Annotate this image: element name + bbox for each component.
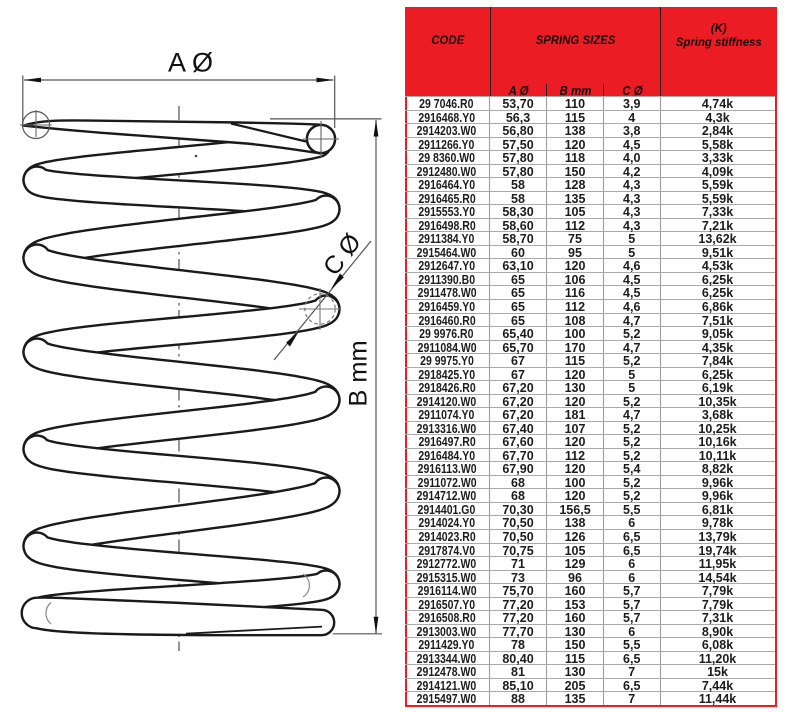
svg-text:A Ø: A Ø	[168, 48, 213, 78]
svg-text:C Ø: C Ø	[318, 228, 367, 280]
svg-text:B mm: B mm	[345, 340, 373, 406]
